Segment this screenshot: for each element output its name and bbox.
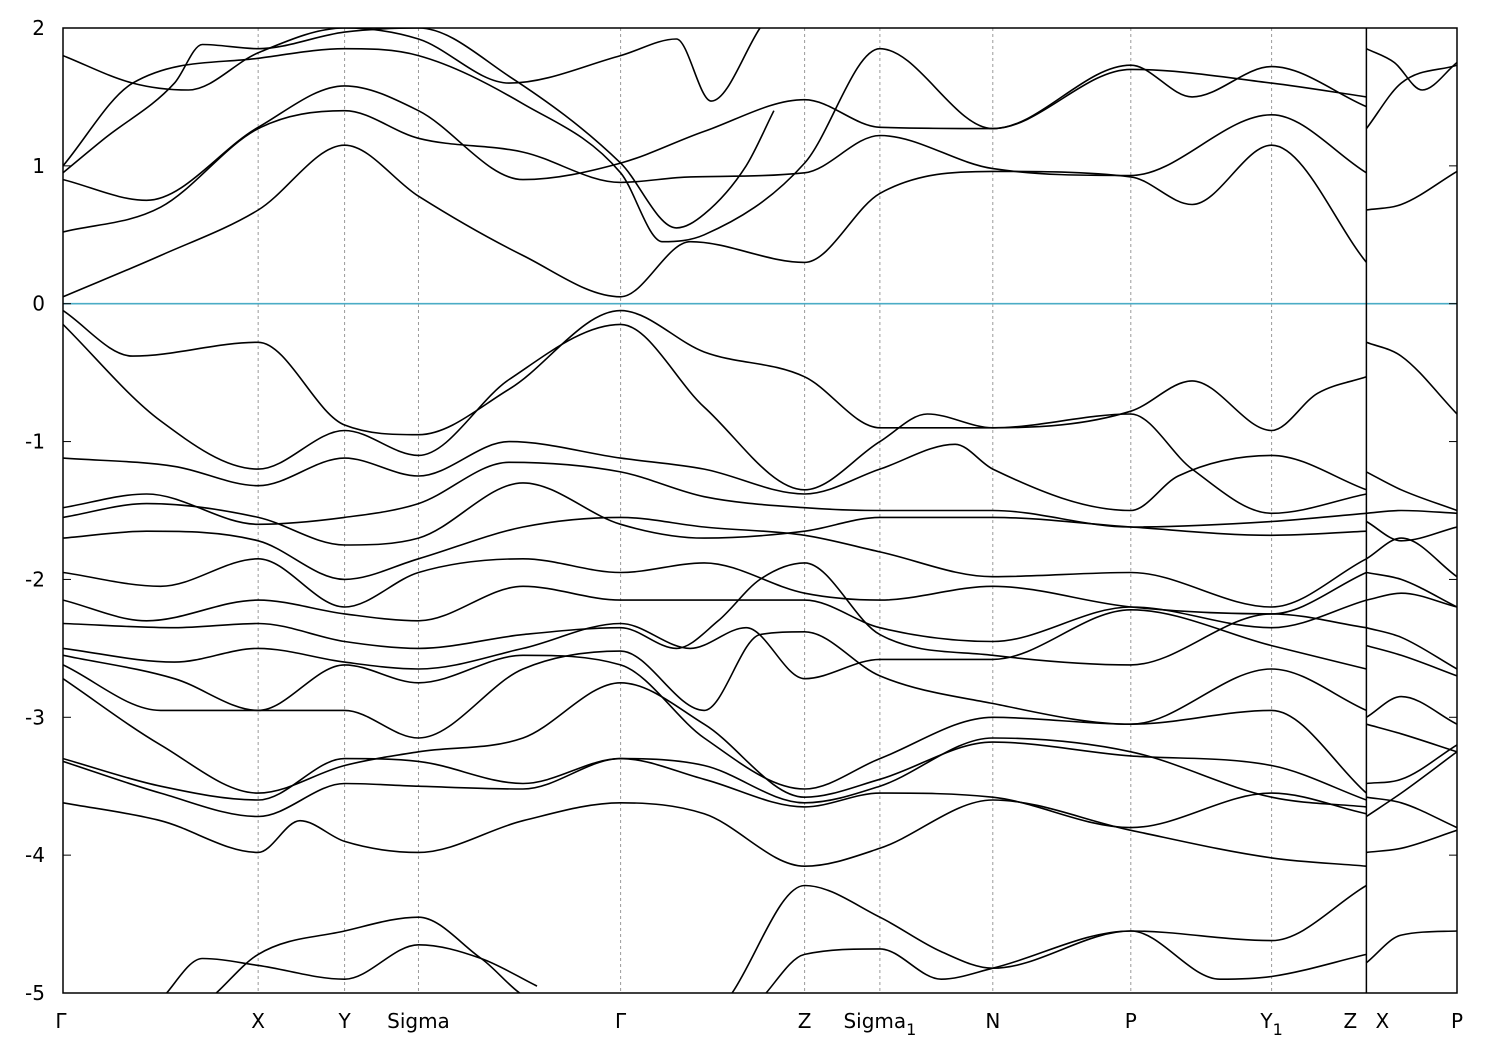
- band-line-4: [1365, 64, 1457, 130]
- x-tick-label-10: Z: [1344, 1009, 1358, 1033]
- band-line-31: [1366, 723, 1457, 753]
- x-tick-label-7: N: [985, 1009, 1000, 1033]
- band-line-0: [63, 144, 1368, 298]
- x-tick-label-9: Y1: [1259, 1009, 1282, 1039]
- band-line-44: [1365, 930, 1457, 964]
- x-tick-label-3: Sigma: [387, 1009, 450, 1033]
- band-line-24: [63, 562, 1367, 666]
- band-line-39: [1366, 829, 1457, 854]
- x-axis-ticks: Γ X Y Sigma Γ Z Sigma1 N P Y1 Z X P: [55, 1009, 1463, 1039]
- x-tick-label-4: Γ: [615, 1009, 627, 1033]
- x-tick-label-2: Y: [337, 1009, 351, 1033]
- band-line-26: [63, 609, 1367, 680]
- band-line-6: [63, 28, 761, 102]
- band-line-7: [63, 28, 775, 229]
- x-tick-label-5: Z: [798, 1009, 812, 1033]
- band-line-38: [63, 799, 1367, 867]
- band-line-36: [63, 757, 1367, 829]
- band-line-3: [63, 64, 1367, 202]
- band-line-11: [63, 323, 1367, 515]
- x-tick-label-0: Γ: [55, 1009, 67, 1033]
- band-line-25: [1366, 626, 1457, 670]
- band-line-21: [1366, 571, 1457, 608]
- x-tick-label-11: X: [1376, 1009, 1390, 1033]
- y-tick-label: -2: [25, 567, 45, 591]
- band-line-43: [765, 930, 1367, 993]
- band-line-19: [1365, 537, 1457, 578]
- band-line-18: [63, 516, 1367, 608]
- band-line-27: [1366, 644, 1457, 677]
- band-line-16: [63, 482, 1367, 546]
- band-line-12: [63, 440, 1367, 512]
- band-line-41: [165, 944, 538, 993]
- y-tick-label: 0: [32, 292, 45, 316]
- band-line-34: [63, 737, 1367, 808]
- band-line-29: [1365, 695, 1457, 725]
- band-line-1: [1366, 170, 1457, 211]
- band-line-22: [63, 585, 1367, 643]
- x-tick-label-1: X: [251, 1009, 265, 1033]
- band-line-5: [63, 47, 1367, 243]
- x-tick-label-12: P: [1451, 1009, 1463, 1033]
- y-tick-label: -4: [25, 843, 45, 867]
- band-line-10: [63, 309, 1367, 436]
- y-tick-label: -3: [25, 705, 45, 729]
- band-line-17: [1366, 520, 1457, 542]
- band-line-13: [1366, 471, 1457, 512]
- band-line-23: [1366, 592, 1457, 608]
- y-tick-label: 2: [32, 16, 45, 40]
- band-line-8: [1366, 47, 1457, 91]
- plot-frame: [62, 27, 1458, 994]
- band-line-2: [63, 109, 1367, 233]
- band-line-30: [63, 654, 1367, 794]
- y-tick-label: 1: [32, 154, 45, 178]
- band-line-9: [1366, 341, 1457, 415]
- band-line-35: [1366, 796, 1457, 829]
- band-line-15: [1366, 509, 1457, 515]
- band-line-42: [731, 884, 1367, 993]
- band-lines: [63, 28, 1457, 993]
- band-line-37: [1365, 751, 1457, 818]
- band-line-40: [215, 916, 522, 993]
- y-tick-label: -5: [25, 981, 45, 1005]
- y-axis-ticks: 2 1 0 -1 -2 -3 -4 -5: [25, 16, 1457, 1005]
- x-tick-label-6: Sigma1: [843, 1009, 916, 1039]
- x-tick-label-8: P: [1125, 1009, 1137, 1033]
- band-line-33: [1366, 744, 1457, 785]
- y-tick-label: -1: [25, 430, 45, 454]
- band-line-32: [63, 678, 1367, 801]
